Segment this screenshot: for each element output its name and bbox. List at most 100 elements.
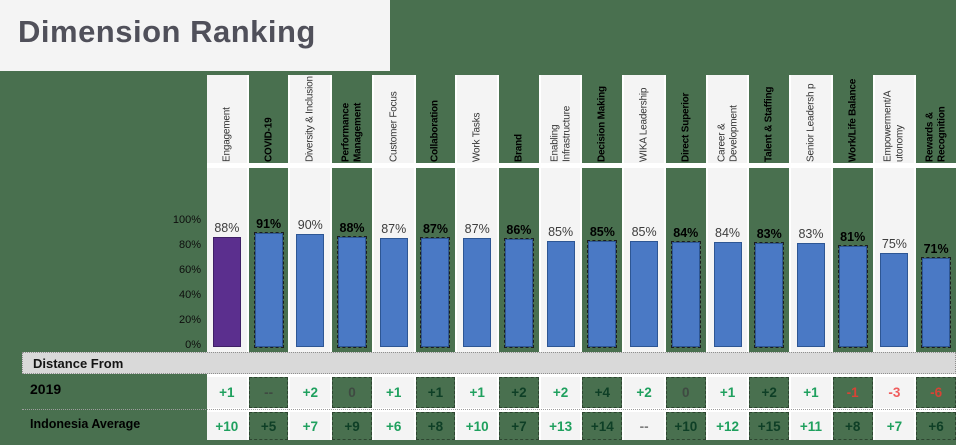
dimension-header: Senior Leadersh p — [791, 75, 831, 163]
separator — [248, 163, 289, 168]
separator — [540, 408, 581, 412]
separator — [665, 163, 706, 168]
distance-2019-value: -3 — [874, 377, 915, 408]
dimension-column: Direct Superior 84% 0 +10 — [665, 75, 706, 440]
dimension-column: Enabling Infrastructure 85% +2 +13 — [540, 75, 581, 440]
dimension-header-label: Rewards & Recognition — [924, 106, 948, 162]
separator — [457, 408, 498, 412]
dimension-header-label: Direct Superior — [680, 92, 692, 162]
separator — [248, 408, 289, 412]
separator — [207, 408, 247, 412]
separator — [749, 408, 790, 412]
separator — [916, 163, 956, 168]
distance-indonesia-average-value: +7 — [499, 412, 539, 440]
distance-indonesia-average-value: +8 — [832, 412, 873, 440]
dimension-header: COVID-19 — [248, 75, 289, 163]
bar-plot-cell: 84% — [665, 168, 706, 352]
bar — [587, 240, 618, 348]
bar-value-label: 75% — [881, 237, 907, 251]
distance-indonesia-average-value: +15 — [749, 412, 790, 440]
dimension-header: Collaboration — [415, 75, 456, 163]
distance-2019-value: +1 — [791, 377, 831, 408]
bar-value-label: 85% — [631, 225, 657, 239]
bar-plot-cell: 71% — [916, 168, 956, 352]
separator — [457, 163, 498, 168]
bar-plot-cell: 91% — [248, 168, 289, 352]
dimension-header: Empowerment/A utonomy — [874, 75, 915, 163]
dimension-header-label: Diversity & Inclusion — [304, 76, 316, 162]
distance-indonesia-average-value: +6 — [373, 412, 414, 440]
separator — [332, 408, 372, 412]
y-axis-tick: 80% — [178, 239, 201, 251]
separator — [373, 408, 414, 412]
y-axis-tick: 40% — [178, 289, 201, 301]
bar-value-label: 87% — [464, 222, 490, 236]
row-label-indonesia-average: Indonesia Average — [30, 417, 141, 431]
dimension-column: Brand 86% +2 +7 — [499, 75, 539, 440]
dimension-column: WIKA Leadership 85% +2 -- — [624, 75, 664, 440]
distance-indonesia-average-value: +6 — [916, 412, 956, 440]
row-separator-line — [22, 409, 956, 410]
bar — [880, 253, 909, 347]
distance-indonesia-average-value: +7 — [874, 412, 915, 440]
distance-2019-value: +1 — [707, 377, 748, 408]
separator — [582, 408, 623, 412]
y-axis-tick: 100% — [172, 214, 201, 226]
distance-2019-value: +1 — [373, 377, 414, 408]
dimension-header-label: Decision Making — [596, 86, 608, 162]
distance-indonesia-average-value: -- — [624, 412, 664, 440]
dimension-header-label: Performance Management — [340, 102, 364, 162]
distance-indonesia-average-value: +14 — [582, 412, 623, 440]
bar — [296, 234, 325, 347]
separator — [207, 163, 247, 168]
distance-indonesia-average-value: +13 — [540, 412, 581, 440]
bar-plot-cell: 86% — [499, 168, 539, 352]
separator — [624, 163, 664, 168]
bar-value-label: 83% — [798, 227, 824, 241]
dimension-header-label: COVID-19 — [262, 117, 274, 162]
dimension-column: Customer Focus 87% +1 +6 — [373, 75, 414, 440]
bar — [796, 243, 825, 347]
separator — [290, 163, 331, 168]
bar — [754, 242, 785, 348]
distance-2019-value: +2 — [749, 377, 790, 408]
distance-from-label: Distance From — [33, 355, 124, 371]
chart-columns: Engagement 88% +1 +10 COVID-19 91% -- +5 Diversi… — [207, 75, 956, 440]
distance-2019-value: +4 — [582, 377, 623, 408]
bar-plot-cell: 84% — [707, 168, 748, 352]
dimension-header-label: Customer Focus — [387, 91, 399, 162]
bar-plot-cell: 81% — [832, 168, 873, 352]
dimension-column: COVID-19 91% -- +5 — [248, 75, 289, 440]
dimension-column: Talent & Staffing 83% +2 +15 — [749, 75, 790, 440]
dimension-header: Enabling Infrastructure — [540, 75, 581, 163]
bar-plot-cell: 88% — [207, 168, 247, 352]
dimension-header: Diversity & Inclusion — [290, 75, 331, 163]
dimension-header-label: Engagement — [221, 107, 233, 162]
separator — [791, 408, 831, 412]
dimension-header-label: Brand — [513, 134, 525, 162]
separator — [624, 408, 664, 412]
dimension-column: Senior Leadersh p 83% +1 +11 — [791, 75, 831, 440]
bar-value-label: 84% — [673, 226, 699, 240]
dimension-column: Work/Life Balance 81% -1 +8 — [832, 75, 873, 440]
separator — [874, 163, 915, 168]
bar-value-label: 85% — [589, 225, 615, 239]
bar-plot-cell: 90% — [290, 168, 331, 352]
distance-2019-value: +2 — [624, 377, 664, 408]
distance-indonesia-average-value: +12 — [707, 412, 748, 440]
dimension-header: Customer Focus — [373, 75, 414, 163]
bar — [420, 237, 451, 348]
distance-2019-value: +1 — [207, 377, 247, 408]
separator — [499, 163, 539, 168]
dimension-header: Work/Life Balance — [832, 75, 873, 163]
dimension-column: Decision Making 85% +4 +14 — [582, 75, 623, 440]
dimension-header-label: Talent & Staffing — [763, 86, 775, 162]
bar-plot-cell: 85% — [540, 168, 581, 352]
bar — [546, 241, 575, 347]
separator — [332, 163, 372, 168]
bar-value-label: 87% — [422, 222, 448, 236]
distance-2019-value: +1 — [415, 377, 456, 408]
separator — [916, 408, 956, 412]
dimension-header: Career & Development — [707, 75, 748, 163]
